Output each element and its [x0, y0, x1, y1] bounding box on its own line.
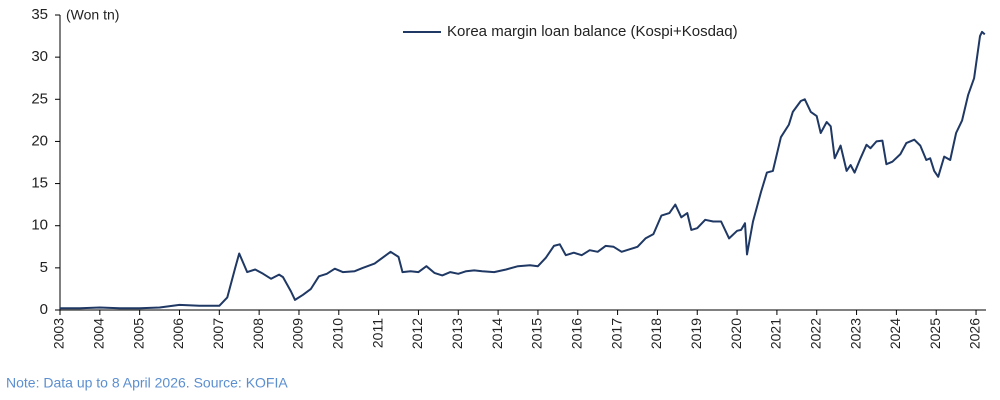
y-tick-label: 35	[31, 6, 48, 23]
y-tick-label: 15	[31, 175, 48, 192]
x-tick-label: 2004	[91, 318, 107, 349]
x-tick-label: 2005	[130, 318, 146, 349]
y-tick-label: 10	[31, 217, 48, 234]
x-tick-label: 2014	[489, 318, 505, 349]
x-tick-label: 2015	[529, 318, 545, 349]
x-tick-label: 2025	[927, 318, 943, 349]
x-tick-label: 2019	[688, 318, 704, 349]
x-tick-label: 2026	[967, 318, 983, 349]
line	[60, 30, 986, 310]
y-tick-label: 0	[40, 301, 48, 318]
x-tick-label: 2021	[768, 318, 784, 349]
x-tick-label: 2023	[847, 318, 863, 349]
x-tick-label: 2006	[170, 318, 186, 349]
x-tick-label: 2017	[608, 318, 624, 349]
x-tick-label: 2020	[728, 318, 744, 349]
note: Note: Data up to 8 April 2026. Source: K…	[6, 375, 288, 391]
x-tick-label: 2012	[409, 318, 425, 349]
x-tick-label: 2024	[887, 318, 903, 349]
x-tick-label: 2013	[449, 318, 465, 349]
x-tick-label: 2008	[250, 318, 266, 349]
y-tick-label: 5	[40, 259, 48, 276]
x-tick-label: 2011	[369, 318, 385, 348]
y-tick-label: 30	[31, 48, 48, 65]
x-tick-label: 2003	[51, 318, 67, 349]
x-tick-label: 2022	[807, 318, 823, 349]
x-tick-label: 2007	[210, 318, 226, 349]
x-tick-label: 2010	[329, 318, 345, 349]
x-tick-label: 2018	[648, 318, 664, 349]
unit-label: (Won tn)	[66, 7, 119, 23]
x-tick-label: 2009	[290, 318, 306, 349]
x-tick-label: 2016	[568, 318, 584, 349]
legend-label: Korea margin loan balance (Kospi+Kosdaq)	[447, 23, 738, 40]
y-tick-label: 25	[31, 90, 48, 107]
y-tick-label: 20	[31, 132, 48, 149]
